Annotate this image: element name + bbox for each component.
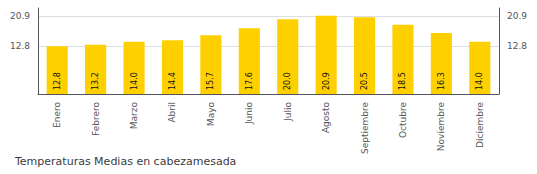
svg-text:Noviembre: Noviembre bbox=[436, 102, 446, 152]
svg-text:20.9: 20.9 bbox=[507, 11, 527, 21]
svg-text:Abril: Abril bbox=[167, 102, 177, 123]
svg-text:Diciembre: Diciembre bbox=[475, 102, 485, 148]
svg-text:12.8: 12.8 bbox=[507, 41, 527, 51]
svg-text:14.4: 14.4 bbox=[168, 72, 177, 90]
svg-text:18.5: 18.5 bbox=[398, 72, 407, 90]
svg-text:Julio: Julio bbox=[283, 102, 293, 122]
svg-text:Septiembre: Septiembre bbox=[360, 102, 370, 155]
svg-text:Junio: Junio bbox=[244, 102, 254, 126]
svg-text:12.8: 12.8 bbox=[10, 41, 30, 51]
svg-text:Marzo: Marzo bbox=[129, 102, 139, 130]
svg-text:14.0: 14.0 bbox=[130, 72, 139, 90]
svg-text:15.7: 15.7 bbox=[206, 72, 215, 90]
svg-text:17.6: 17.6 bbox=[245, 72, 254, 90]
svg-text:20.9: 20.9 bbox=[322, 72, 331, 90]
svg-text:12.8: 12.8 bbox=[53, 72, 62, 90]
svg-text:Agosto: Agosto bbox=[321, 102, 331, 134]
svg-text:Octubre: Octubre bbox=[398, 102, 408, 138]
svg-text:20.0: 20.0 bbox=[283, 72, 292, 90]
svg-text:14.0: 14.0 bbox=[475, 72, 484, 90]
svg-text:Mayo: Mayo bbox=[206, 102, 216, 127]
svg-text:Temperaturas Medias en cabezam: Temperaturas Medias en cabezamesada bbox=[14, 155, 236, 168]
svg-text:Enero: Enero bbox=[52, 102, 62, 128]
svg-text:Febrero: Febrero bbox=[91, 102, 101, 136]
svg-text:16.3: 16.3 bbox=[437, 72, 446, 90]
svg-text:13.2: 13.2 bbox=[91, 72, 100, 90]
svg-text:20.9: 20.9 bbox=[10, 11, 30, 21]
svg-text:20.5: 20.5 bbox=[360, 72, 369, 90]
